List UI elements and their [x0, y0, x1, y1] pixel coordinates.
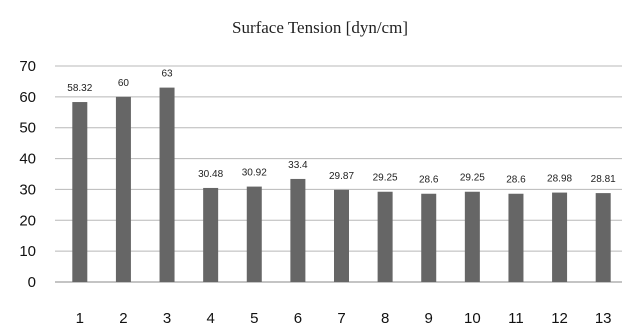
y-tick-label: 20 — [19, 212, 36, 229]
data-label: 60 — [118, 78, 130, 89]
x-axis-ticks: 1 2 3 4 5 6 7 8 9 10 11 12 13 — [76, 310, 612, 327]
y-axis-ticks: 0 10 20 30 40 50 60 70 — [19, 58, 36, 291]
x-tick-label: 1 — [76, 310, 84, 327]
bar — [159, 87, 175, 282]
y-tick-label: 10 — [19, 243, 36, 260]
bar — [595, 193, 611, 282]
y-tick-label: 60 — [19, 89, 36, 106]
data-label: 30.92 — [242, 168, 267, 179]
data-label: 28.6 — [419, 175, 439, 186]
bar — [72, 102, 88, 283]
bar — [290, 178, 306, 282]
bar — [115, 96, 131, 282]
x-tick-label: 4 — [206, 310, 214, 327]
data-label: 28.81 — [591, 174, 616, 185]
data-labels: 58.32 60 63 30.48 30.92 33.4 29.87 29.25 28.6 29.… — [67, 69, 616, 186]
data-label: 28.98 — [547, 174, 572, 185]
y-tick-label: 40 — [19, 151, 36, 168]
x-tick-label: 12 — [551, 310, 568, 327]
data-label: 29.25 — [373, 173, 398, 184]
bar — [552, 192, 568, 282]
x-tick-label: 2 — [119, 310, 127, 327]
y-tick-label: 0 — [28, 274, 36, 291]
bar — [246, 186, 262, 282]
bar — [421, 193, 437, 282]
x-tick-label: 11 — [508, 310, 524, 327]
x-tick-label: 9 — [425, 310, 433, 327]
bar — [508, 193, 524, 282]
x-tick-label: 8 — [381, 310, 389, 327]
data-label: 58.32 — [67, 83, 92, 94]
bar — [377, 191, 393, 282]
x-tick-label: 5 — [250, 310, 258, 327]
x-tick-label: 7 — [337, 310, 345, 327]
y-tick-label: 30 — [19, 181, 36, 198]
data-label: 63 — [161, 69, 173, 80]
y-tick-label: 50 — [19, 120, 36, 137]
x-tick-label: 6 — [294, 310, 302, 327]
x-tick-label: 3 — [163, 310, 171, 327]
bars — [72, 87, 611, 283]
data-label: 28.6 — [506, 175, 526, 186]
x-tick-label: 10 — [464, 310, 481, 327]
bar — [334, 189, 349, 282]
chart-title: Surface Tension [dyn/cm] — [232, 18, 408, 37]
x-tick-label: 13 — [595, 310, 612, 327]
bar — [203, 187, 219, 282]
data-label: 29.87 — [329, 171, 354, 182]
y-tick-label: 70 — [19, 58, 36, 75]
data-label: 33.4 — [288, 160, 308, 171]
data-label: 29.25 — [460, 173, 485, 184]
data-label: 30.48 — [198, 169, 223, 180]
bar — [464, 191, 480, 282]
